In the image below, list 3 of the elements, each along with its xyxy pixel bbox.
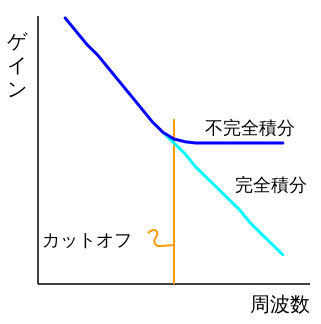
xlabel: 周波数 (250, 292, 310, 316)
ylabel: ゲイン (7, 29, 27, 101)
annotation: カットオフ (42, 230, 132, 251)
